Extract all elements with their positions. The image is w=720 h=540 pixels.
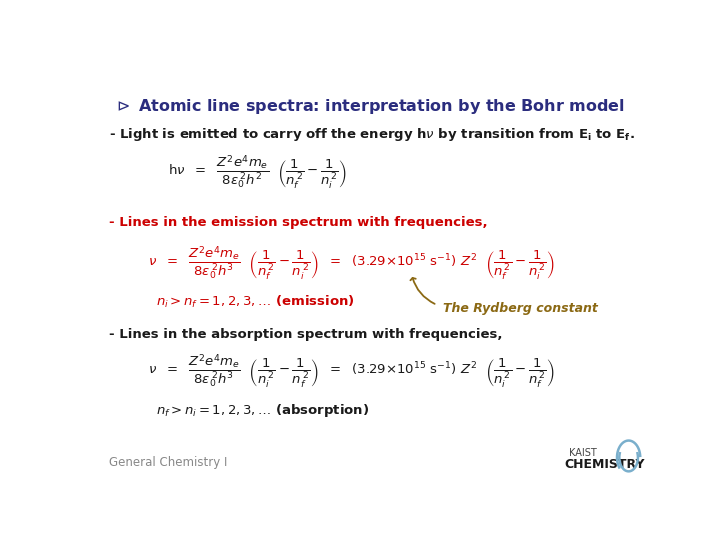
Text: General Chemistry I: General Chemistry I — [109, 456, 228, 469]
Text: - Lines in the emission spectrum with frequencies,: - Lines in the emission spectrum with fr… — [109, 215, 488, 229]
Text: $n_i > n_f = 1, 2, 3, \ldots$ (emission): $n_i > n_f = 1, 2, 3, \ldots$ (emission) — [156, 294, 354, 310]
Text: $\nu$  $=$  $\dfrac{Z^2e^4m_e}{8\varepsilon_0^{\,2}h^3}$  $\left(\dfrac{1}{n_i^{: $\nu$ $=$ $\dfrac{Z^2e^4m_e}{8\varepsilo… — [148, 353, 555, 390]
Text: $n_f > n_i = 1, 2, 3, \ldots$ (absorption): $n_f > n_i = 1, 2, 3, \ldots$ (absorptio… — [156, 402, 369, 419]
Text: h$\nu$  $=$  $\dfrac{Z^2e^4m_e}{8\varepsilon_0^{\,2}h^2}$  $\left(\dfrac{1}{n_f^: h$\nu$ $=$ $\dfrac{Z^2e^4m_e}{8\varepsil… — [168, 154, 346, 192]
Text: CHEMISTRY: CHEMISTRY — [564, 457, 645, 470]
Text: $\vartriangleright$ Atomic line spectra: interpretation by the Bohr model: $\vartriangleright$ Atomic line spectra:… — [113, 97, 625, 116]
Text: The Rydberg constant: The Rydberg constant — [443, 302, 598, 315]
Text: - Light is emitted to carry off the energy h$\nu$ by transition from $\mathbf{E_: - Light is emitted to carry off the ener… — [109, 126, 635, 144]
Text: $\nu$  $=$  $\dfrac{Z^2e^4m_e}{8\varepsilon_0^{\,2}h^3}$  $\left(\dfrac{1}{n_f^{: $\nu$ $=$ $\dfrac{Z^2e^4m_e}{8\varepsilo… — [148, 245, 555, 282]
Text: KAIST: KAIST — [569, 448, 597, 458]
Text: - Lines in the absorption spectrum with frequencies,: - Lines in the absorption spectrum with … — [109, 328, 503, 341]
